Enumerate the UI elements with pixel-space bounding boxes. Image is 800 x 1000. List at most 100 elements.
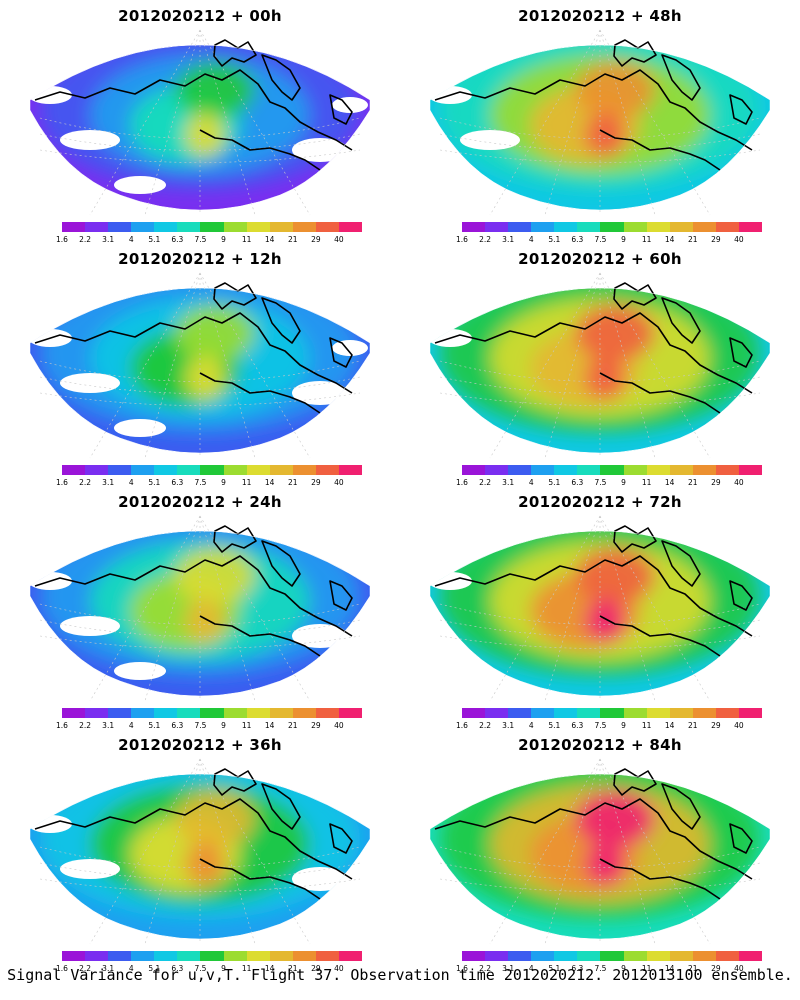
colorbar-tick-label: 3.1	[502, 721, 515, 730]
colorbar-cell	[577, 222, 601, 232]
colorbar-cell	[554, 951, 578, 961]
coastline	[34, 39, 353, 171]
colorbar-cell	[315, 951, 339, 961]
colorbar-tick-label: 29	[311, 964, 321, 973]
colorbar-cell	[200, 951, 224, 961]
colorbar-tick-label: 6.3	[171, 235, 184, 244]
colorbar-ticks: 1.6 2.2 3.1 4 5.1 6.3 7.5 9 11 14 21 29 40	[456, 478, 762, 488]
colorbar-tick-label: 4	[128, 964, 134, 973]
colorbar-ticks: 1.6 2.2 3.1 4 5.1 6.3 7.5 9 11 14 21 29 40	[456, 721, 762, 731]
colorbar-cell	[531, 951, 555, 961]
colorbar-tick-label: 21	[287, 721, 298, 730]
colorbar-cell	[108, 465, 132, 475]
colorbar-tick-label: 3.1	[502, 478, 515, 487]
colorbar-ticks: 1.6 2.2 3.1 4 5.1 6.3 7.5 9 11 14 21 29 40	[56, 478, 362, 488]
map-boundary	[429, 773, 771, 940]
colorbar-cell	[577, 465, 601, 475]
colorbar-cell	[223, 465, 247, 475]
colorbar-tick-label: 2.2	[479, 964, 492, 973]
colorbar-tick-label: 9	[621, 478, 626, 487]
colorbar-cell	[269, 708, 293, 718]
map-plot	[29, 29, 371, 216]
colorbar-tick-label: 1.6	[56, 478, 68, 487]
colorbar-tick-label: 3.1	[102, 478, 115, 487]
colorbar-cell	[715, 951, 739, 961]
colorbar	[62, 951, 363, 961]
colorbar-cell	[669, 222, 693, 232]
colorbar-cell	[738, 465, 763, 475]
colorbar-cell	[646, 708, 670, 718]
below-threshold-area	[114, 176, 166, 194]
colorbar-cell	[554, 465, 578, 475]
colorbar	[462, 222, 763, 232]
colorbar-cell	[623, 951, 647, 961]
colorbar-tick-label: 9	[221, 721, 226, 730]
colorbar-cell	[85, 222, 109, 232]
colorbar-cell	[485, 465, 509, 475]
colorbar-cell	[623, 222, 647, 232]
colorbar-tick-label: 3.1	[102, 721, 115, 730]
panel-title: 2012020212 + 48h	[518, 7, 682, 25]
colorbar-cell	[531, 708, 555, 718]
colorbar-tick-label: 1.6	[56, 964, 68, 973]
colorbar-tick-label: 1.6	[456, 721, 468, 730]
colorbar-cell	[131, 951, 155, 961]
colorbar-tick-label: 3.1	[502, 235, 515, 244]
colorbar-cell	[246, 708, 270, 718]
colorbar-cell	[62, 708, 86, 718]
colorbar-cell	[154, 708, 178, 718]
colorbar-cell	[738, 222, 763, 232]
colorbar-ticks: 1.6 2.2 3.1 4 5.1 6.3 7.5 9 11 14 21 29 40	[456, 235, 762, 245]
colorbar-tick-label: 9	[221, 478, 226, 487]
panel-title: 2012020212 + 60h	[518, 250, 682, 268]
panel-title: 2012020212 + 84h	[518, 736, 682, 754]
colorbar-cell	[485, 708, 509, 718]
colorbar-tick-label: 2.2	[79, 964, 92, 973]
colorbar-tick-label: 29	[711, 478, 721, 487]
colorbar-tick-label: 4	[528, 964, 534, 973]
coastline	[434, 525, 753, 657]
colorbar-tick-label: 9	[621, 964, 626, 973]
colorbar-tick-label: 5.1	[548, 478, 561, 487]
colorbar	[62, 222, 363, 232]
coastline	[434, 39, 753, 171]
colorbar-tick-label: 11	[641, 964, 652, 973]
colorbar-tick-label: 7.5	[194, 478, 207, 487]
colorbar-cell	[623, 708, 647, 718]
colorbar-tick-label: 2.2	[479, 721, 492, 730]
colorbar-cell	[715, 222, 739, 232]
colorbar-tick-label: 29	[711, 721, 721, 730]
colorbar-cell	[600, 951, 624, 961]
colorbar-cell	[462, 465, 486, 475]
colorbar-cell	[600, 708, 624, 718]
colorbar-cell	[154, 465, 178, 475]
colorbar-cell	[692, 222, 716, 232]
colorbar-cell	[738, 951, 763, 961]
colorbar-ticks: 1.6 2.2 3.1 4 5.1 6.3 7.5 9 11 14 21 29 40	[56, 235, 362, 245]
variance-field	[30, 288, 370, 453]
colorbar-cell	[646, 465, 670, 475]
colorbar-cell	[531, 465, 555, 475]
below-threshold-area	[292, 381, 348, 405]
colorbar-cell	[177, 708, 201, 718]
colorbar-tick-label: 5.1	[148, 235, 161, 244]
colorbar-cell	[292, 708, 316, 718]
colorbar-ticks: 1.6 2.2 3.1 4 5.1 6.3 7.5 9 11 14 21 29 40	[56, 964, 362, 974]
colorbar-tick-label: 1.6	[456, 235, 468, 244]
colorbar-tick-label: 4	[128, 235, 134, 244]
colorbar-cell	[462, 222, 486, 232]
colorbar-cell	[646, 222, 670, 232]
map-panel: 2012020212 + 72h 1.6 2.2 3.1 4 5.1 6.3 7.5 9 11 14…	[400, 486, 800, 731]
colorbar-cell	[154, 951, 178, 961]
colorbar-tick-label: 40	[334, 721, 344, 730]
colorbar-cell	[669, 465, 693, 475]
colorbar-tick-label: 6.3	[571, 964, 584, 973]
colorbar-tick-label: 5.1	[148, 721, 161, 730]
colorbar-tick-label: 3.1	[102, 235, 115, 244]
colorbar-tick-label: 29	[711, 235, 721, 244]
colorbar-tick-label: 21	[687, 478, 698, 487]
colorbar-cell	[508, 708, 532, 718]
below-threshold-area	[332, 340, 368, 356]
colorbar-tick-label: 11	[641, 235, 652, 244]
colorbar-tick-label: 9	[221, 235, 226, 244]
